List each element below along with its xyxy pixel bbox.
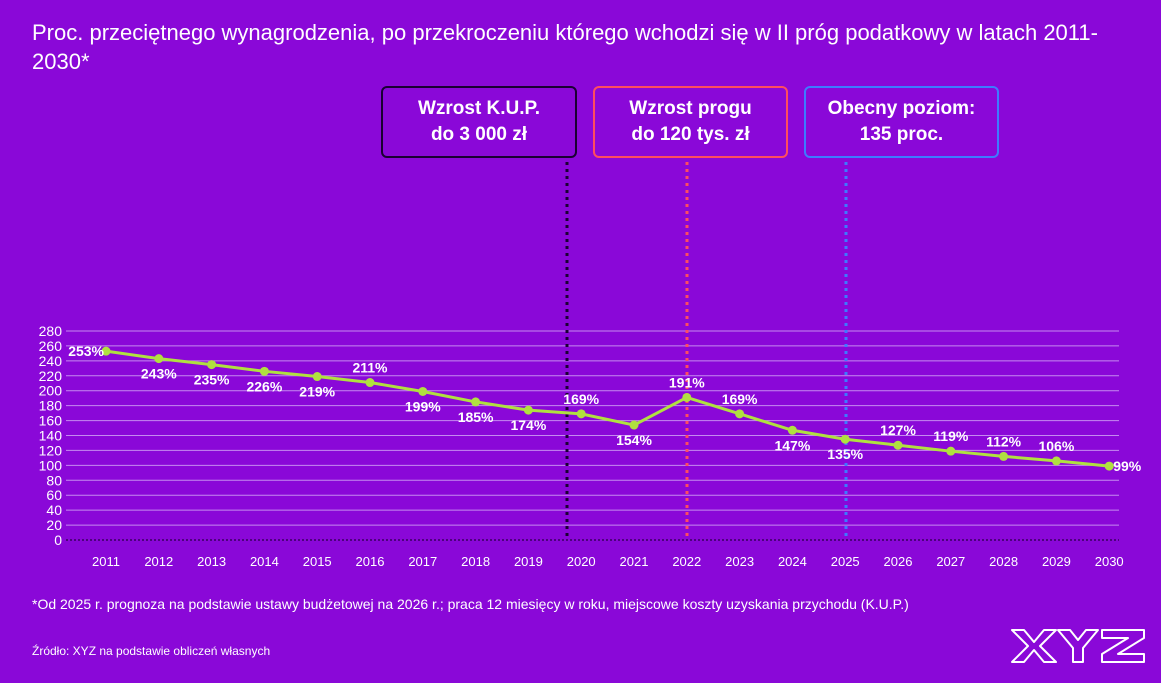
data-point: [259, 366, 269, 376]
data-point: [787, 425, 797, 435]
x-tick-label: 2017: [408, 554, 437, 569]
series-line: [101, 346, 1114, 471]
data-point: [735, 409, 745, 419]
data-label: 191%: [669, 374, 705, 390]
source-note: Źródło: XYZ na podstawie obliczeń własny…: [32, 644, 271, 658]
x-tick-label: 2023: [725, 554, 754, 569]
x-tick-label: 2027: [936, 554, 965, 569]
data-label: 119%: [933, 428, 969, 444]
data-point: [1104, 461, 1114, 471]
grid-layer: [66, 330, 1119, 541]
x-tick-label: 2014: [250, 554, 279, 569]
data-label: 112%: [986, 433, 1022, 449]
data-label: 226%: [246, 378, 282, 394]
y-tick-label: 0: [54, 532, 62, 548]
data-label: 154%: [616, 432, 652, 448]
data-point: [207, 360, 217, 370]
x-tick-label: 2012: [144, 554, 173, 569]
x-tick-label: 2022: [672, 554, 701, 569]
footnote: *Od 2025 r. prognoza na podstawie ustawy…: [32, 596, 909, 612]
data-point: [840, 434, 850, 444]
data-point: [365, 378, 375, 388]
y-tick-label: 140: [39, 428, 63, 444]
x-tick-label: 2013: [197, 554, 226, 569]
y-tick-label: 60: [46, 487, 62, 503]
marker-lines: [565, 162, 848, 540]
x-tick-label: 2020: [567, 554, 596, 569]
y-tick-label: 160: [39, 413, 63, 429]
x-tick-label: 2029: [1042, 554, 1071, 569]
y-tick-label: 200: [39, 383, 63, 399]
data-point: [471, 397, 481, 407]
data-point: [523, 405, 533, 415]
x-axis: 2011 2012 2013 2014 2015 2016 2017 2018 2019 2020…: [92, 554, 1124, 569]
y-tick-label: 220: [39, 368, 63, 384]
data-label: 169%: [563, 391, 599, 407]
y-tick-label: 80: [46, 472, 62, 488]
x-tick-label: 2018: [461, 554, 490, 569]
y-tick-label: 240: [39, 353, 63, 369]
data-label: 185%: [458, 409, 494, 425]
callout-poziom: Obecny poziom: 135 proc.: [804, 86, 999, 158]
y-tick-label: 120: [39, 442, 63, 458]
callout-prog: Wzrost progu do 120 tys. zł: [593, 86, 788, 158]
data-point: [101, 346, 111, 356]
chart-title: Proc. przeciętnego wynagrodzenia, po prz…: [32, 20, 1098, 74]
data-point: [418, 386, 428, 396]
data-label: 147%: [774, 437, 810, 453]
data-label: 169%: [722, 391, 758, 407]
data-label: 243%: [141, 366, 177, 382]
callout-kup: Wzrost K.U.P. do 3 000 zł: [381, 86, 577, 158]
x-tick-label: 2028: [989, 554, 1018, 569]
data-labels: 253% 243% 235% 226% 219% 211% 199% 185% 174% 169%…: [68, 343, 1142, 474]
data-point: [893, 440, 903, 450]
x-tick-label: 2016: [356, 554, 385, 569]
y-tick-label: 20: [46, 517, 62, 533]
data-label: 199%: [405, 398, 441, 414]
data-label: 135%: [827, 446, 863, 462]
x-tick-label: 2015: [303, 554, 332, 569]
y-tick-label: 40: [46, 502, 62, 518]
y-tick-label: 180: [39, 398, 63, 414]
data-point: [999, 451, 1009, 461]
y-tick-label: 260: [39, 338, 63, 354]
data-point: [682, 392, 692, 402]
data-label: 235%: [194, 372, 230, 388]
x-tick-label: 2021: [620, 554, 649, 569]
data-point: [576, 409, 586, 419]
xyz-logo: [1011, 629, 1145, 663]
data-point: [1051, 456, 1061, 466]
data-label: 106%: [1038, 438, 1074, 454]
data-point: [312, 372, 322, 382]
x-tick-label: 2024: [778, 554, 807, 569]
data-point: [629, 420, 639, 430]
series-polyline: [105, 349, 1110, 468]
x-tick-label: 2026: [884, 554, 913, 569]
data-label: 127%: [880, 422, 916, 438]
x-tick-label: 2025: [831, 554, 860, 569]
data-label: 99%: [1113, 458, 1142, 474]
data-label: 253%: [68, 343, 104, 359]
x-tick-label: 2030: [1095, 554, 1124, 569]
data-label: 219%: [299, 384, 335, 400]
x-tick-label: 2011: [92, 554, 120, 569]
data-point: [154, 354, 164, 364]
y-tick-label: 280: [39, 323, 63, 339]
data-point: [946, 446, 956, 456]
y-tick-label: 100: [39, 457, 63, 473]
data-label: 211%: [352, 360, 388, 376]
data-label: 174%: [510, 417, 546, 433]
x-tick-label: 2019: [514, 554, 543, 569]
